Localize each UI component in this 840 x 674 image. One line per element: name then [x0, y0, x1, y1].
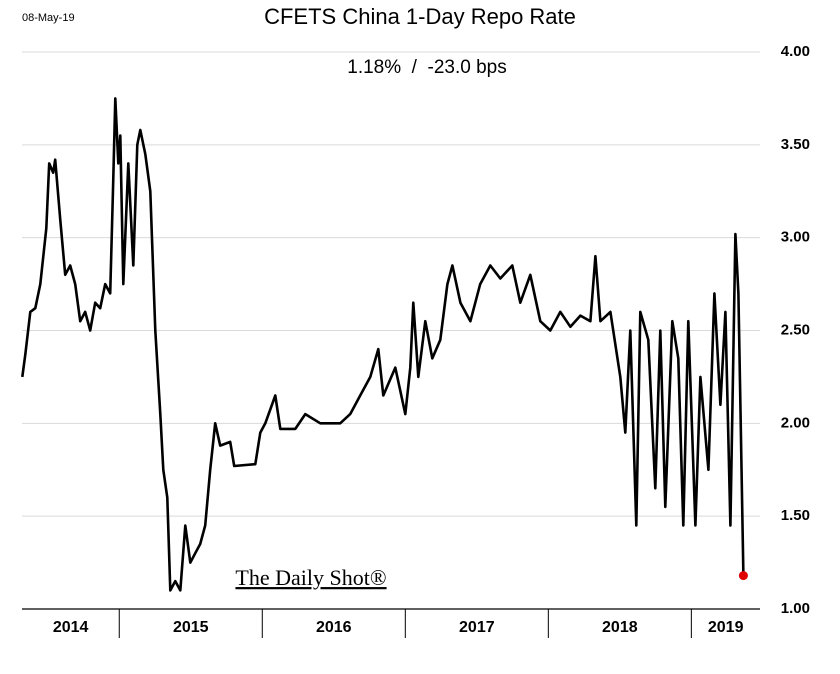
y-tick-label: 4.00 — [781, 43, 810, 60]
y-tick-label: 3.00 — [781, 229, 810, 246]
y-tick-label: 1.00 — [781, 600, 810, 617]
rate-line — [21, 97, 745, 592]
x-tick-label: 2014 — [53, 619, 89, 636]
x-tick-label: 2017 — [459, 619, 495, 636]
y-tick-label: 2.50 — [781, 321, 810, 338]
y-tick-label: 2.00 — [781, 414, 810, 431]
y-tick-label: 1.50 — [781, 507, 810, 524]
x-tick-label: 2015 — [173, 619, 209, 636]
chart-title: CFETS China 1-Day Repo Rate — [264, 4, 576, 29]
y-tick-label: 3.50 — [781, 136, 810, 153]
date-stamp: 08-May-19 — [22, 12, 75, 24]
end-marker — [738, 571, 748, 581]
watermark: The Daily Shot® — [235, 565, 386, 590]
x-tick-label: 2016 — [316, 619, 352, 636]
x-tick-label: 2019 — [708, 619, 744, 636]
chart-subtitle: 1.18% / -23.0 bps — [347, 57, 507, 78]
x-tick-label: 2018 — [602, 619, 638, 636]
